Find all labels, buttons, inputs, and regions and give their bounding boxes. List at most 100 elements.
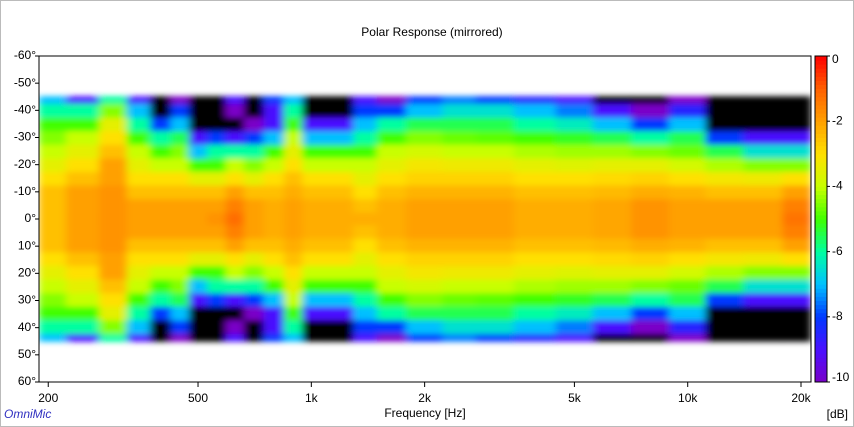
colorbar-band xyxy=(815,186,827,191)
heat-cell xyxy=(39,157,67,172)
heat-cell xyxy=(325,306,355,322)
heat-cell xyxy=(302,293,327,308)
heat-cell xyxy=(206,238,227,254)
heat-cell xyxy=(668,225,707,240)
colorbar-band xyxy=(815,365,827,371)
heat-cell xyxy=(631,96,670,105)
heat-cell xyxy=(782,238,811,254)
heat-cell xyxy=(243,266,265,281)
heat-cell xyxy=(782,266,811,281)
heat-cell xyxy=(188,333,208,342)
heat-cell xyxy=(555,252,594,268)
heat-cell xyxy=(39,184,67,200)
heat-cell xyxy=(263,293,285,308)
heat-cell xyxy=(150,293,172,308)
heat-cell xyxy=(668,198,707,213)
heat-cell xyxy=(243,116,265,132)
heat-cell xyxy=(668,130,707,145)
colorbar-band xyxy=(815,129,827,134)
heat-cell xyxy=(283,225,304,240)
heat-cell xyxy=(188,238,208,254)
colorbar-band xyxy=(815,121,827,126)
heat-cell xyxy=(782,143,811,159)
heat-cell xyxy=(206,198,227,213)
heat-cell xyxy=(283,279,304,295)
colorbar-band xyxy=(815,149,827,155)
heat-cell xyxy=(283,130,304,145)
heat-cell xyxy=(99,252,128,268)
colorbar-label: [dB] xyxy=(827,407,848,421)
heat-cell xyxy=(150,116,172,132)
heat-cell xyxy=(126,252,152,268)
heat-cell xyxy=(513,170,557,186)
heat-cell xyxy=(206,143,227,159)
heat-cell xyxy=(705,103,745,118)
heat-cell xyxy=(170,238,190,254)
heat-cell xyxy=(325,333,355,342)
heat-cell xyxy=(782,157,811,172)
heat-cell xyxy=(592,266,633,281)
heat-cell xyxy=(555,211,594,227)
heat-cell xyxy=(743,170,784,186)
heat-cell xyxy=(302,279,327,295)
heat-cell xyxy=(325,96,355,105)
heat-cell xyxy=(188,306,208,322)
colorbar-band xyxy=(815,117,827,122)
heat-cell xyxy=(743,306,784,322)
heat-cell xyxy=(405,103,444,118)
heatmap xyxy=(39,96,811,342)
heat-cell xyxy=(170,184,190,200)
colorbar-band xyxy=(815,80,827,86)
heat-cell xyxy=(150,279,172,295)
colorbar-band xyxy=(815,182,827,187)
heat-cell xyxy=(475,198,515,213)
heat-cell xyxy=(126,225,152,240)
heat-cell xyxy=(150,184,172,200)
heat-cell xyxy=(475,184,515,200)
heat-cell xyxy=(39,306,67,322)
heat-cell xyxy=(302,184,327,200)
heat-cell xyxy=(302,96,327,105)
heat-cell xyxy=(99,266,128,281)
heat-cell xyxy=(353,279,378,295)
heat-cell xyxy=(206,116,227,132)
heat-cell xyxy=(188,130,208,145)
heat-cell xyxy=(376,96,407,105)
heat-cell xyxy=(782,333,811,342)
heat-cell xyxy=(243,130,265,145)
heat-cell xyxy=(126,103,152,118)
heat-cell xyxy=(302,211,327,227)
heat-cell xyxy=(206,266,227,281)
heat-cell xyxy=(206,279,227,295)
heat-cell xyxy=(188,198,208,213)
heat-cell xyxy=(353,130,378,145)
heat-cell xyxy=(65,320,101,335)
heat-cell xyxy=(782,225,811,240)
heat-cell xyxy=(225,238,245,254)
colorbar-band xyxy=(815,239,827,244)
heat-cell xyxy=(263,225,285,240)
heat-cell xyxy=(376,225,407,240)
heat-cell xyxy=(325,279,355,295)
colorbar-band xyxy=(815,361,827,367)
heat-cell xyxy=(225,252,245,268)
heat-cell xyxy=(188,225,208,240)
colorbar-band xyxy=(815,141,827,147)
heat-cell xyxy=(782,198,811,213)
heat-cell xyxy=(283,293,304,308)
colorbar-band xyxy=(815,88,827,94)
colorbar-band xyxy=(815,84,827,90)
heat-cell xyxy=(188,279,208,295)
heat-cell xyxy=(405,143,444,159)
heat-cell xyxy=(126,266,152,281)
heat-cell xyxy=(302,266,327,281)
heat-cell xyxy=(302,320,327,335)
heat-cell xyxy=(442,320,477,335)
heat-cell xyxy=(668,103,707,118)
colorbar-band xyxy=(815,100,827,106)
heat-cell xyxy=(206,293,227,308)
heat-cell xyxy=(592,198,633,213)
heat-cell xyxy=(353,333,378,342)
heat-cell xyxy=(705,116,745,132)
